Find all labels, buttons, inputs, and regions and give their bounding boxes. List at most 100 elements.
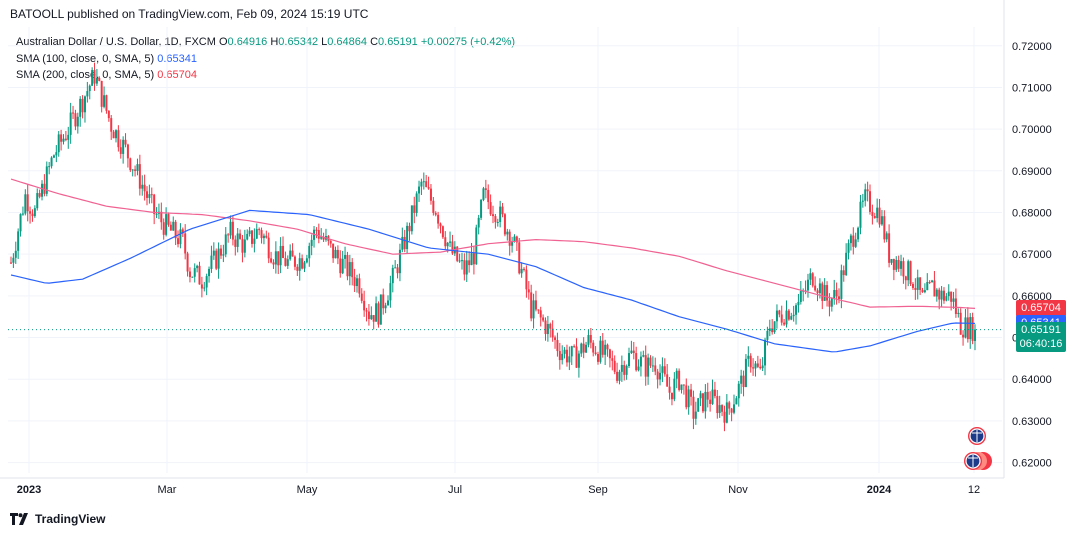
tradingview-footer[interactable]: TradingView [10, 512, 105, 526]
candle-body [482, 188, 485, 200]
candle-body [336, 249, 339, 259]
candle-body [10, 262, 12, 264]
candle-body [98, 78, 101, 81]
candle-body [704, 391, 707, 412]
candle-body [119, 147, 122, 154]
candle-body [155, 213, 158, 215]
candle-body [348, 262, 351, 277]
candle-body [637, 366, 640, 371]
au-flag-icon[interactable] [968, 427, 986, 445]
low-value: 0.64864 [327, 36, 368, 48]
candle-body [346, 255, 349, 277]
candle-body [236, 233, 239, 247]
candle-body [45, 166, 48, 194]
candle-body [241, 238, 244, 253]
candle-body [690, 389, 693, 397]
candle-body [48, 166, 51, 168]
candle-body [222, 254, 225, 256]
candle-body [477, 217, 480, 228]
candle-body [262, 235, 265, 239]
candle-body [446, 242, 449, 247]
change-value: +0.00275 (+0.42%) [420, 36, 516, 48]
candle-body [620, 364, 623, 372]
candle-body [577, 353, 580, 368]
candle-body [873, 215, 876, 219]
candle-body [494, 216, 497, 223]
candle-body [375, 303, 378, 322]
candle-body [88, 85, 91, 92]
candle-body [131, 169, 134, 171]
candle-body [184, 233, 187, 254]
candle-body [787, 310, 790, 320]
candle-body [274, 251, 277, 265]
candle-body [847, 243, 850, 253]
candle-body [842, 270, 845, 276]
candle-body [55, 152, 58, 156]
moving-averages [8, 178, 1002, 353]
price-tick-label: 0.64000 [1012, 374, 1052, 386]
candle-body [203, 287, 206, 289]
candle-body [196, 265, 199, 269]
candle-body [962, 334, 965, 338]
symbol-legend-row[interactable]: Australian Dollar / U.S. Dollar, 1D, FXC… [16, 34, 515, 51]
candle-body [907, 261, 910, 281]
time-tick-label: 2023 [17, 484, 41, 496]
candle-body [573, 346, 576, 348]
candle-body [589, 335, 592, 343]
candle-body [537, 309, 540, 311]
candle-body [716, 396, 719, 414]
candle-body [26, 194, 29, 212]
candle-body [198, 265, 201, 285]
candle-body [830, 298, 833, 307]
candle-body [389, 283, 392, 301]
candle-body [248, 230, 251, 234]
price-axis: 0.72000 0.71000 0.70000 0.69000 0.68000 0.670… [1012, 41, 1052, 470]
candle-body [367, 311, 370, 320]
candle-body [243, 239, 246, 253]
price-tick-label: 0.68000 [1012, 207, 1052, 219]
candle-body [468, 260, 471, 266]
candle-body [253, 238, 256, 244]
time-tick-label: Nov [728, 484, 748, 496]
candle-body [761, 365, 764, 369]
candle-body [41, 183, 44, 197]
candle-body [678, 370, 681, 390]
candle-body [439, 223, 442, 227]
candle-body [267, 237, 270, 259]
candle-body [74, 113, 77, 127]
candle-body [499, 206, 502, 222]
candle-body [950, 291, 953, 302]
candle-body [501, 206, 504, 215]
candle-body [322, 237, 325, 240]
candle-body [814, 285, 817, 291]
candle-body [100, 80, 103, 107]
candle-body [334, 249, 337, 259]
candle-body [114, 130, 117, 139]
candle-body [308, 245, 311, 259]
candle-body [93, 70, 96, 84]
candle-body [942, 290, 945, 301]
candle-body [599, 340, 602, 362]
candle-body [320, 237, 323, 239]
candle-body [415, 193, 418, 213]
candle-body [451, 241, 454, 254]
candle-body [126, 144, 129, 159]
candle-body [296, 266, 299, 271]
candle-body [105, 95, 108, 111]
candle-body [200, 284, 203, 289]
candle-body [160, 211, 163, 223]
candle-body [14, 250, 17, 258]
candle-body [217, 248, 220, 269]
candle-body [623, 364, 626, 375]
candle-body [188, 271, 191, 278]
candle-body [279, 245, 282, 266]
candle-body [706, 391, 709, 400]
candle-body [911, 283, 914, 288]
candle-body [649, 357, 652, 366]
time-tick-label: 12 [968, 484, 980, 496]
candle-body [21, 213, 24, 215]
candle-body [129, 158, 132, 171]
us-flag-icon[interactable] [964, 452, 992, 470]
candle-body [134, 169, 137, 171]
